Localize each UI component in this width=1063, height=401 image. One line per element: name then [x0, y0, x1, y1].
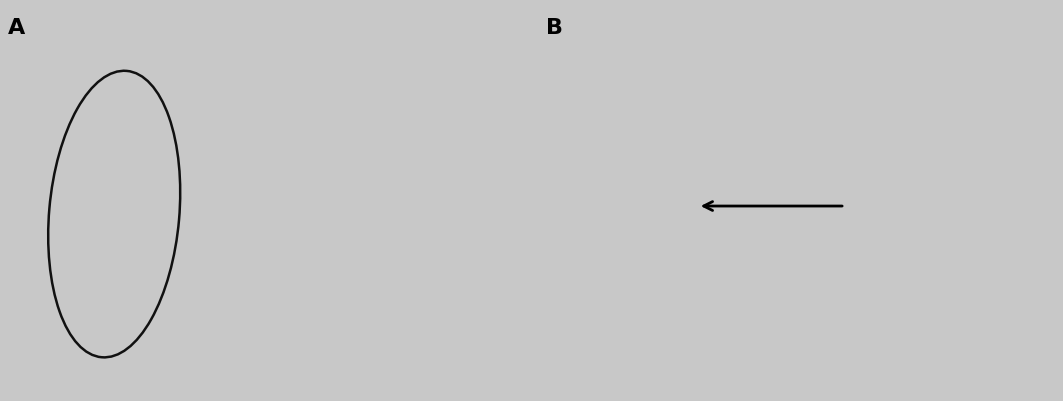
- Text: B: B: [545, 18, 562, 38]
- Text: A: A: [9, 18, 26, 38]
